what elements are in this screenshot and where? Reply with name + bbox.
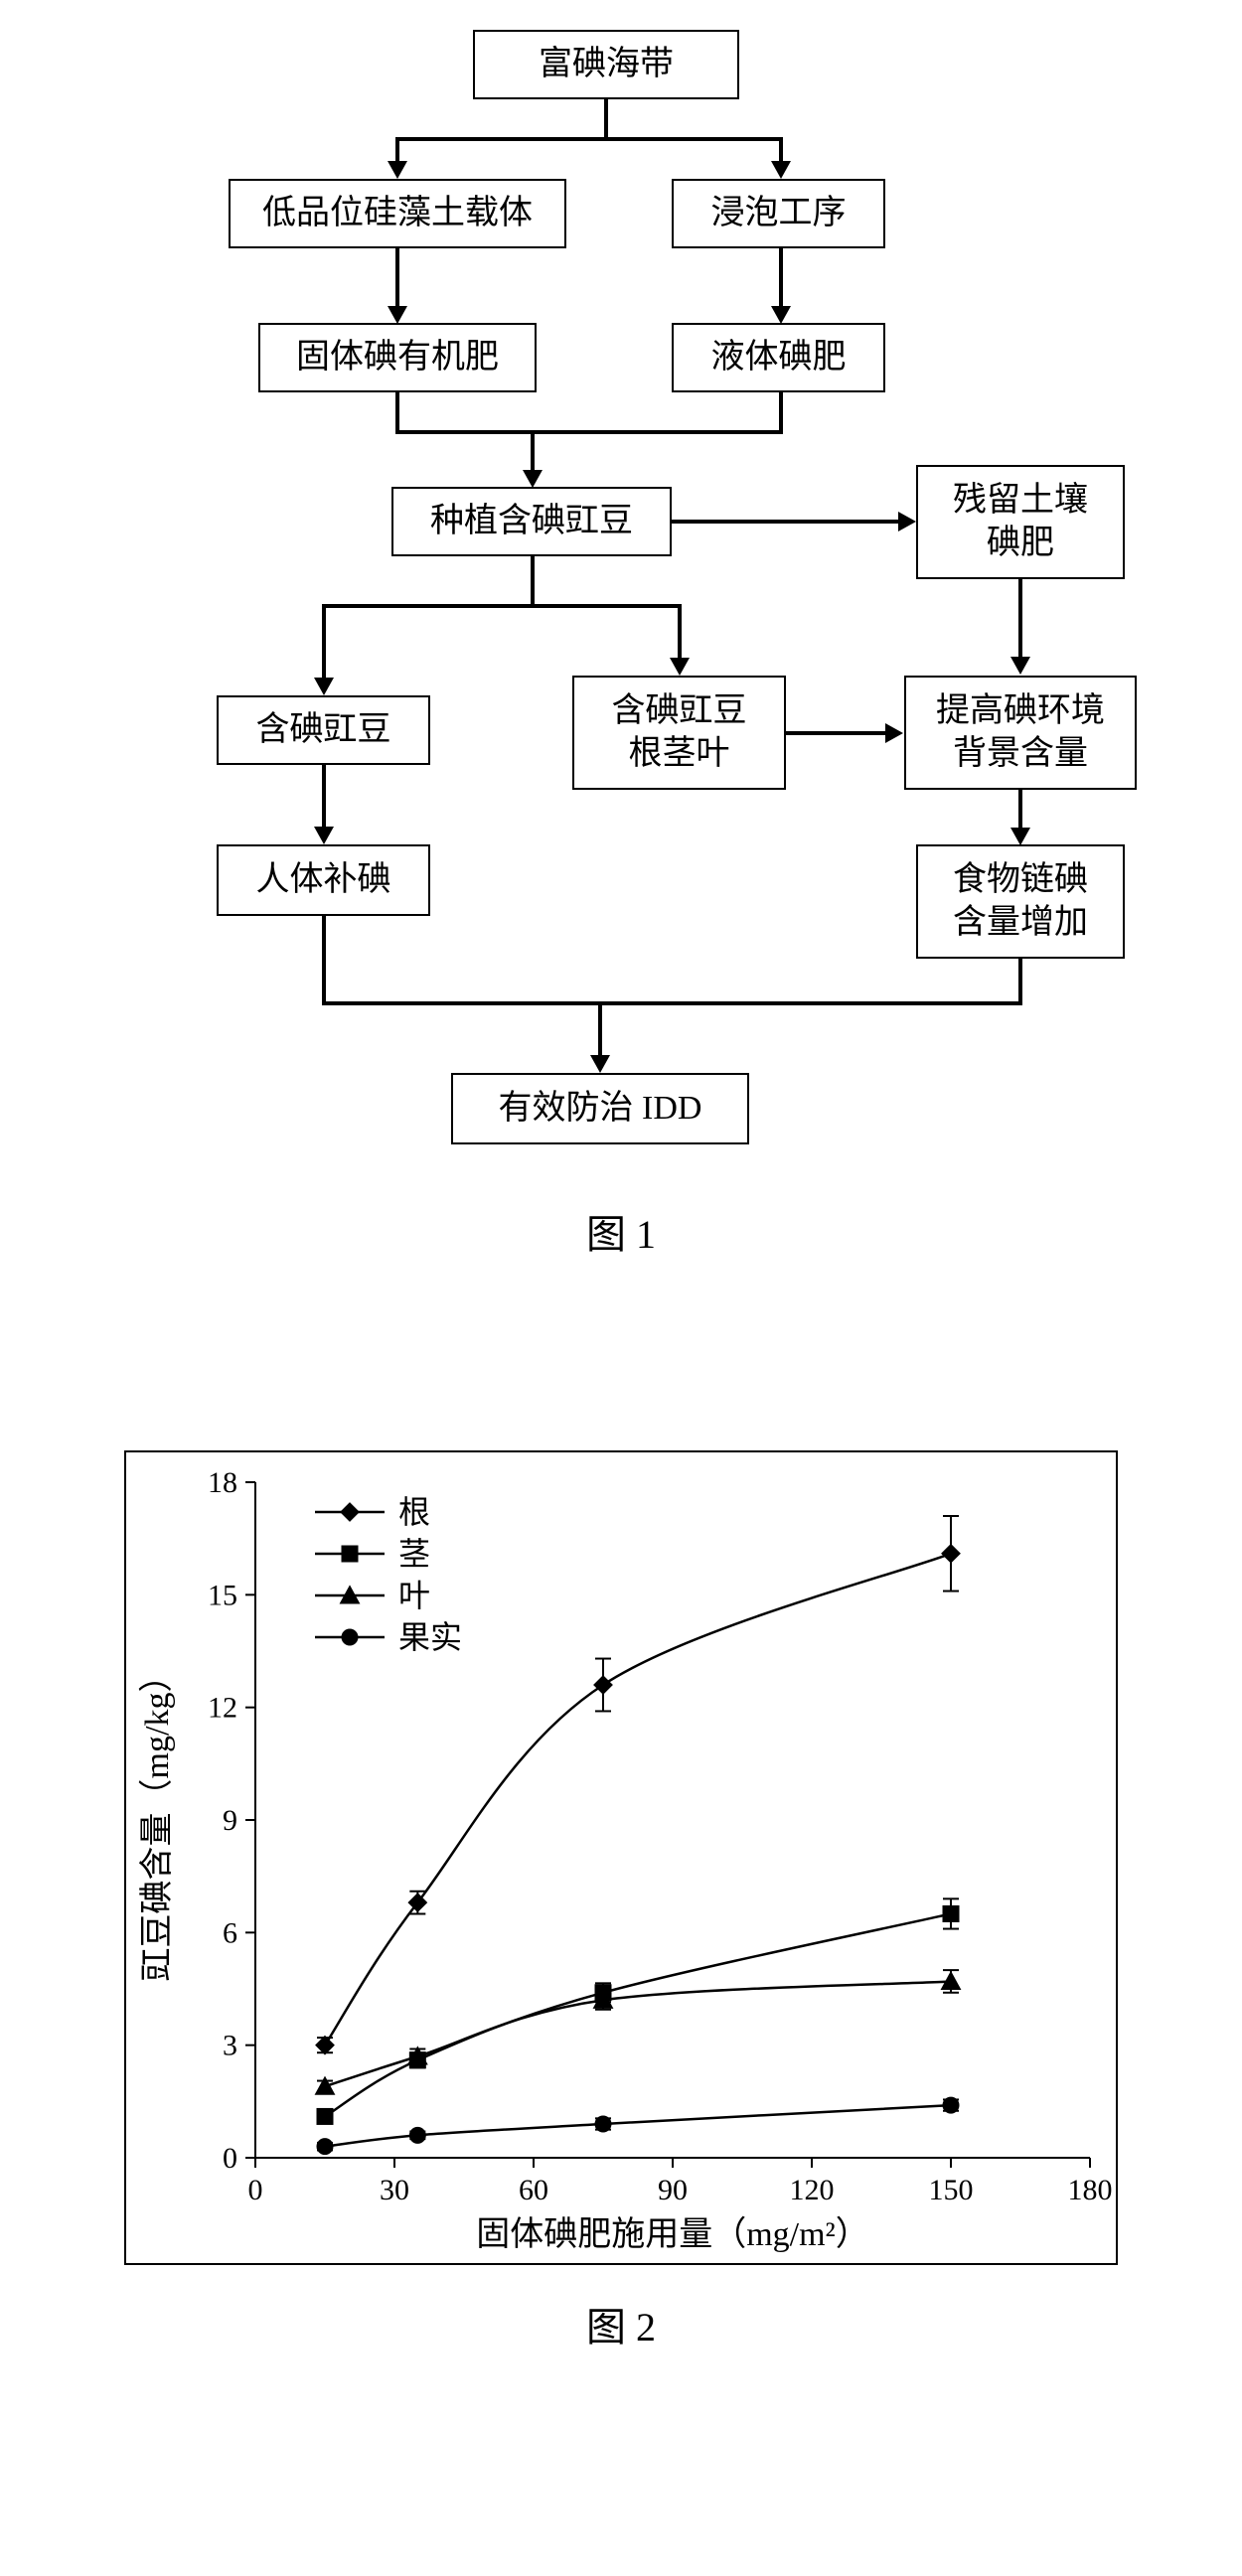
node-human-iodine: 人体补碘 bbox=[217, 844, 430, 916]
svg-text:18: 18 bbox=[208, 1466, 237, 1499]
arrow-head-icon bbox=[771, 161, 791, 179]
edge bbox=[397, 137, 783, 141]
edge bbox=[395, 392, 399, 432]
node-raise-env-iodine: 提高碘环境 背景含量 bbox=[904, 676, 1137, 790]
svg-text:豇豆碘含量（mg/kg）: 豇豆碘含量（mg/kg） bbox=[138, 1659, 176, 1982]
arrow-head-icon bbox=[590, 1055, 610, 1073]
node-soaking-process: 浸泡工序 bbox=[672, 179, 885, 248]
node-prevent-idd: 有效防治 IDD bbox=[451, 1073, 749, 1144]
node-foodchain-iodine: 食物链碘 含量增加 bbox=[916, 844, 1125, 959]
edge bbox=[1018, 579, 1022, 659]
node-iodine-cowpea: 含碘豇豆 bbox=[217, 695, 430, 765]
svg-text:120: 120 bbox=[790, 2174, 835, 2206]
svg-text:根: 根 bbox=[398, 1494, 430, 1530]
edge bbox=[779, 248, 783, 308]
node-cowpea-root-stem-leaf: 含碘豇豆 根茎叶 bbox=[572, 676, 786, 790]
node-diatomite-carrier: 低品位硅藻土载体 bbox=[229, 179, 566, 248]
svg-text:固体碘肥施用量（mg/m²）: 固体碘肥施用量（mg/m²） bbox=[476, 2215, 869, 2253]
edge bbox=[598, 1001, 602, 1057]
svg-text:果实: 果实 bbox=[398, 1619, 462, 1655]
arrow-head-icon bbox=[388, 306, 407, 324]
arrow-head-icon bbox=[771, 306, 791, 324]
node-plant-cowpea: 种植含碘豇豆 bbox=[391, 487, 672, 556]
arrow-head-icon bbox=[670, 658, 690, 676]
svg-text:30: 30 bbox=[380, 2174, 409, 2206]
edge bbox=[322, 765, 326, 829]
chart-svg: 0 30 60 90 120 150 180 0 3 6 9 12 15 18 固体碘肥施用量（mg/m²）… bbox=[126, 1452, 1120, 2267]
node-iodine-kelp: 富碘海带 bbox=[473, 30, 739, 99]
arrow-head-icon bbox=[1010, 657, 1030, 675]
arrow-head-icon bbox=[314, 678, 334, 695]
edge bbox=[322, 604, 326, 680]
arrow-head-icon bbox=[523, 470, 543, 488]
edge bbox=[322, 916, 326, 1003]
figure-1-caption: 图 1 bbox=[0, 1202, 1242, 1260]
edge bbox=[1018, 790, 1022, 830]
edge bbox=[531, 556, 535, 606]
arrow-head-icon bbox=[885, 723, 903, 743]
node-solid-iodine-fertilizer: 固体碘有机肥 bbox=[258, 323, 537, 392]
edge bbox=[604, 99, 608, 139]
edge bbox=[779, 392, 783, 432]
edge bbox=[672, 520, 900, 524]
figure-1-flowchart: 富碘海带 低品位硅藻土载体 浸泡工序 固体碘有机肥 液体碘肥 种植含碘豇豆 残留… bbox=[0, 20, 1242, 1411]
arrow-head-icon bbox=[314, 827, 334, 844]
arrow-head-icon bbox=[898, 512, 916, 531]
figure-2-wrap: 0 30 60 90 120 150 180 0 3 6 9 12 15 18 固体碘肥施用量（mg/m²）… bbox=[0, 1450, 1242, 2265]
figure-2-caption: 图 2 bbox=[0, 2295, 1242, 2352]
svg-text:60: 60 bbox=[519, 2174, 548, 2206]
svg-text:0: 0 bbox=[223, 2142, 237, 2175]
page: 富碘海带 低品位硅藻土载体 浸泡工序 固体碘有机肥 液体碘肥 种植含碘豇豆 残留… bbox=[0, 20, 1242, 2352]
edge bbox=[395, 248, 399, 308]
edge bbox=[1018, 959, 1022, 1003]
svg-text:90: 90 bbox=[658, 2174, 688, 2206]
arrow-head-icon bbox=[1010, 828, 1030, 845]
svg-text:茎: 茎 bbox=[398, 1536, 430, 1572]
edge bbox=[531, 430, 535, 472]
svg-text:0: 0 bbox=[248, 2174, 263, 2206]
edge bbox=[786, 731, 887, 735]
svg-text:15: 15 bbox=[208, 1579, 237, 1611]
svg-text:3: 3 bbox=[223, 2030, 237, 2062]
node-soil-residue: 残留土壤 碘肥 bbox=[916, 465, 1125, 579]
edge bbox=[395, 430, 783, 434]
svg-text:9: 9 bbox=[223, 1804, 237, 1837]
svg-text:叶: 叶 bbox=[398, 1578, 430, 1613]
svg-text:180: 180 bbox=[1068, 2174, 1113, 2206]
arrow-head-icon bbox=[388, 161, 407, 179]
edge bbox=[678, 604, 682, 660]
node-liquid-iodine-fertilizer: 液体碘肥 bbox=[672, 323, 885, 392]
edge bbox=[395, 137, 399, 163]
svg-text:6: 6 bbox=[223, 1916, 237, 1949]
edge bbox=[322, 1001, 1022, 1005]
svg-text:150: 150 bbox=[929, 2174, 974, 2206]
svg-text:12: 12 bbox=[208, 1692, 237, 1725]
edge bbox=[324, 604, 682, 608]
edge bbox=[779, 137, 783, 163]
figure-2-chart: 0 30 60 90 120 150 180 0 3 6 9 12 15 18 固体碘肥施用量（mg/m²）… bbox=[124, 1450, 1118, 2265]
